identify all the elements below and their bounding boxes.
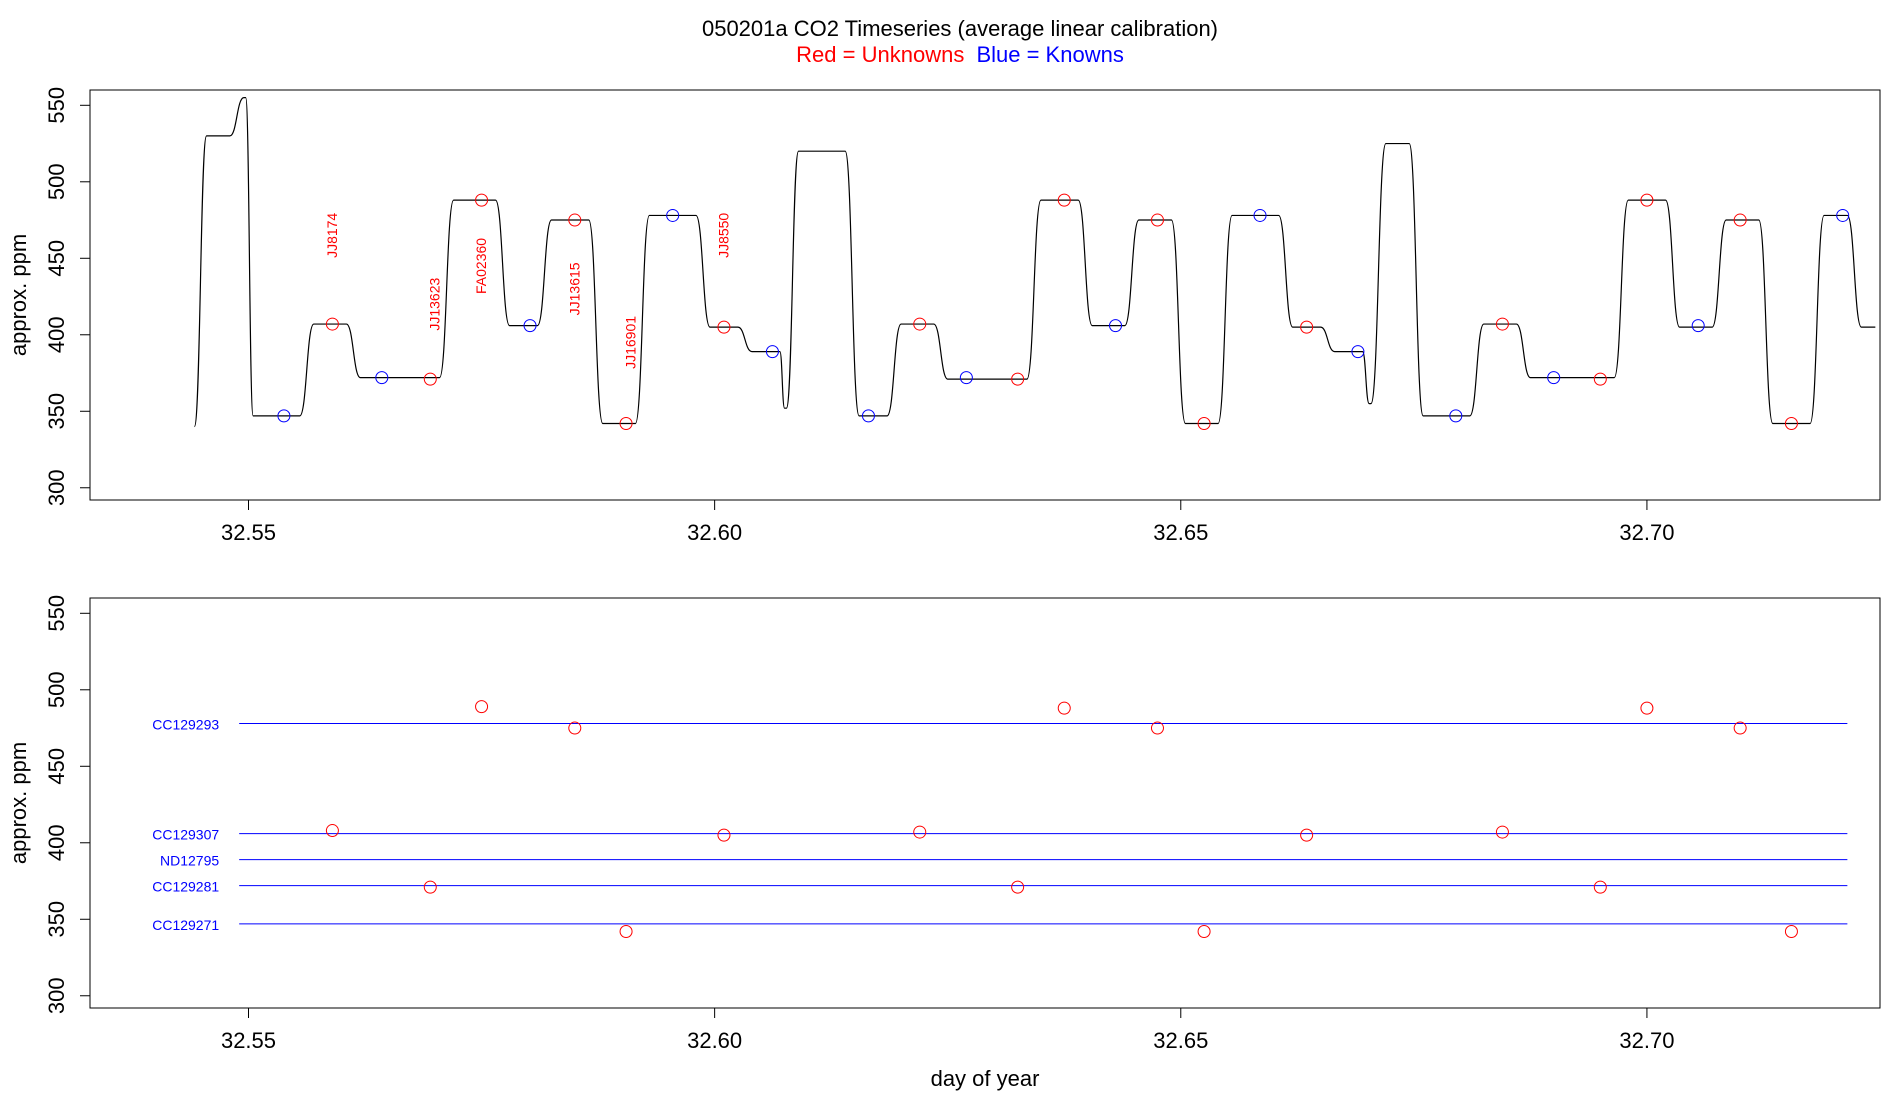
unknown-point [1733, 213, 1747, 227]
y-tick-label: 450 [44, 748, 69, 785]
reference-line-label: CC129307 [152, 827, 219, 843]
sample-annotation: JJ8174 [324, 213, 340, 258]
plot-frame [89, 89, 1881, 501]
y-tick-label: 400 [44, 316, 69, 353]
unknown-point [1150, 213, 1164, 227]
sample-annotation: JJ13623 [427, 278, 443, 331]
timeseries-panel: 32.55 32.60 32.65 32.70 300 350 400 450 500 550 ap… [6, 87, 1881, 545]
known-point [765, 345, 779, 359]
y-axis-label: approx. ppm [6, 742, 31, 864]
y-tick-label: 550 [44, 87, 69, 124]
known-point [1449, 409, 1463, 423]
unknown-point [1300, 828, 1314, 842]
y-axis-label: approx. ppm [6, 234, 31, 356]
x-tick-label: 32.60 [687, 520, 742, 545]
co2-series-line [193, 97, 1876, 428]
y-tick-label: 300 [44, 977, 69, 1014]
unknown-point [913, 317, 927, 331]
unknown-point [1593, 880, 1607, 894]
unknown-point [1057, 701, 1071, 715]
y-tick-label: 450 [44, 240, 69, 277]
unknown-point [1784, 417, 1798, 431]
unknown-point [1011, 880, 1025, 894]
known-point [959, 371, 973, 385]
unknown-point [1784, 925, 1798, 939]
unknown-point [1011, 372, 1025, 386]
unknown-point [1733, 721, 1747, 735]
known-point [666, 208, 680, 222]
unknown-point [1197, 925, 1211, 939]
x-tick-label: 32.60 [687, 1028, 742, 1053]
x-tick-label: 32.70 [1619, 520, 1674, 545]
y-tick-label: 500 [44, 163, 69, 200]
x-tick-label: 32.55 [221, 1028, 276, 1053]
x-tick-label: 32.65 [1153, 520, 1208, 545]
unknown-point [1593, 372, 1607, 386]
unknown-point [423, 880, 437, 894]
unknown-point [325, 824, 339, 838]
unknown-point [1057, 193, 1071, 207]
y-tick-label: 350 [44, 901, 69, 938]
unknown-point [717, 828, 731, 842]
y-tick-label: 350 [44, 393, 69, 430]
sample-annotation: JJ8550 [716, 213, 732, 258]
unknown-point [1640, 701, 1654, 715]
unknown-point [717, 320, 731, 334]
known-point [1691, 319, 1705, 333]
unknown-point [619, 417, 633, 431]
x-tick-label: 32.65 [1153, 1028, 1208, 1053]
chart-subtitle: Red = Unknowns Blue = Knowns [796, 42, 1124, 67]
y-tick-label: 400 [44, 824, 69, 861]
known-point [1109, 319, 1123, 333]
reference-line-label: CC129293 [152, 716, 219, 732]
unknown-point [325, 317, 339, 331]
sample-annotation: FA02360 [473, 238, 489, 294]
calibration-panel: 32.55 32.60 32.65 32.70 300 350 400 450 500 550 ap… [6, 595, 1881, 1091]
y-tick-label: 300 [44, 469, 69, 506]
chart-title: 050201a CO2 Timeseries (average linear c… [702, 16, 1218, 41]
unknown-point [475, 193, 489, 207]
unknown-point [423, 372, 437, 386]
unknown-point [1495, 825, 1509, 839]
legend-knowns-text: Blue = Knowns [976, 42, 1123, 67]
legend-unknowns-text: Red = Unknowns [796, 42, 964, 67]
unknown-point [1197, 417, 1211, 431]
unknown-point [568, 213, 582, 227]
known-point [375, 371, 389, 385]
known-point [523, 319, 537, 333]
sample-annotation: JJ13615 [566, 262, 582, 315]
x-tick-label: 32.70 [1619, 1028, 1674, 1053]
unknown-point [568, 721, 582, 735]
reference-line-label: CC129271 [152, 917, 219, 933]
plot-frame [89, 597, 1881, 1009]
known-point [1836, 208, 1850, 222]
known-point [1253, 208, 1267, 222]
reference-line-label: ND12795 [160, 853, 219, 869]
reference-line-label: CC129281 [152, 879, 219, 895]
sample-annotation: JJ16901 [622, 316, 638, 369]
unknown-point [475, 700, 489, 714]
y-tick-label: 500 [44, 671, 69, 708]
unknown-point [1150, 721, 1164, 735]
known-point [861, 409, 875, 423]
unknown-point [1495, 317, 1509, 331]
x-axis-label: day of year [931, 1066, 1040, 1091]
unknown-point [913, 825, 927, 839]
known-point [1547, 371, 1561, 385]
unknown-point [1300, 320, 1314, 334]
y-tick-label: 550 [44, 595, 69, 632]
known-point [1351, 345, 1365, 359]
unknown-point [619, 925, 633, 939]
unknown-point [1640, 193, 1654, 207]
known-point [277, 409, 291, 423]
x-tick-label: 32.55 [221, 520, 276, 545]
